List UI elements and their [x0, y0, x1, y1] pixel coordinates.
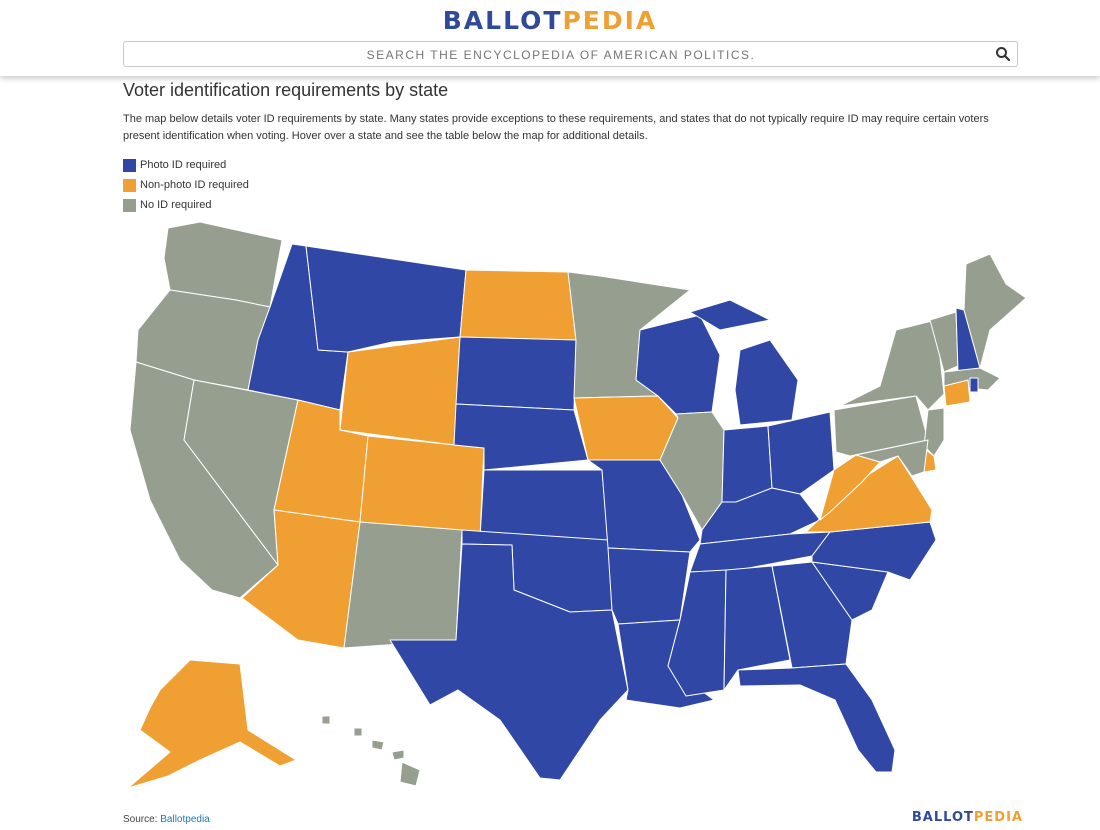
state-Maryland[interactable]	[855, 439, 929, 477]
state-Georgia[interactable]	[771, 561, 853, 669]
state-Colorado[interactable]	[359, 435, 485, 539]
state-Florida[interactable]	[737, 663, 896, 773]
source-label: Source:	[123, 814, 158, 825]
legend-swatch-photo	[123, 158, 136, 172]
state-Alaska[interactable]	[127, 659, 297, 789]
footer-logo-pedia: PEDIA	[973, 810, 1023, 825]
state-Hawaii[interactable]	[321, 715, 421, 787]
map-legend: Photo ID required Non-photo ID required …	[123, 155, 249, 215]
logo-part-ballot: BALLOT	[442, 6, 563, 35]
state-SouthDakota[interactable]	[455, 336, 577, 411]
page-title: Voter identification requirements by sta…	[123, 80, 449, 100]
state-Arkansas[interactable]	[607, 547, 691, 625]
state-NewMexico[interactable]	[343, 521, 463, 649]
state-Michigan[interactable]	[689, 299, 799, 426]
footer-logo-ballot: BALLOT	[911, 810, 974, 825]
ballotpedia-logo[interactable]: BALLOTPEDIA	[0, 6, 1100, 35]
state-Montana[interactable]	[305, 245, 467, 353]
legend-swatch-nonphoto	[123, 178, 136, 192]
state-RhodeIsland[interactable]	[969, 377, 979, 393]
search-input[interactable]	[134, 42, 988, 68]
site-header: BALLOTPEDIA	[0, 0, 1100, 76]
state-NewYork[interactable]	[839, 319, 945, 411]
legend-label-nonphoto: Non-photo ID required	[140, 179, 249, 191]
state-Alabama[interactable]	[723, 565, 791, 691]
logo-part-pedia: PEDIA	[562, 6, 658, 35]
legend-item-nonphoto: Non-photo ID required	[123, 175, 249, 195]
state-Texas[interactable]	[389, 543, 629, 781]
legend-label-photo: Photo ID required	[140, 159, 227, 171]
state-NewJersey[interactable]	[923, 407, 945, 457]
state-Iowa[interactable]	[573, 395, 679, 461]
page-description: The map below details voter ID requireme…	[123, 113, 989, 142]
footer-logo[interactable]: BALLOTPEDIA	[912, 810, 1023, 825]
legend-label-none: No ID required	[140, 199, 212, 211]
legend-item-photo: Photo ID required	[123, 155, 249, 175]
source-link[interactable]: Ballotpedia	[160, 814, 210, 825]
state-Kansas[interactable]	[479, 469, 609, 541]
search-bar	[123, 41, 1018, 68]
legend-swatch-none	[123, 198, 136, 212]
state-Ohio[interactable]	[767, 411, 835, 495]
state-Connecticut[interactable]	[943, 379, 971, 407]
legend-item-none: No ID required	[123, 195, 249, 215]
state-NorthDakota[interactable]	[459, 269, 577, 341]
source-note: Source: Ballotpedia	[123, 814, 210, 825]
state-Wyoming[interactable]	[339, 336, 461, 446]
search-icon[interactable]	[995, 46, 1011, 62]
state-Maine[interactable]	[963, 253, 1027, 369]
